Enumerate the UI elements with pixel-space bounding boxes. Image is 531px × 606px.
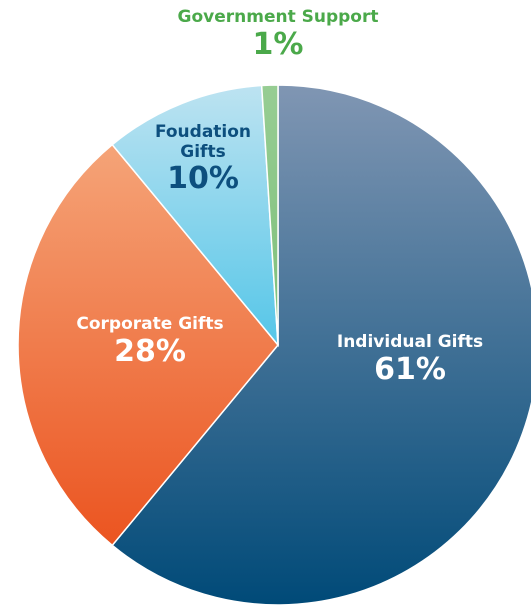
slice-label: Individual Gifts 61% (310, 332, 510, 387)
pie-slice (111, 84, 279, 348)
category-name: Government Support (177, 7, 379, 27)
slice-label: Foudation Gifts 10% (148, 122, 258, 197)
pie-slice (17, 143, 279, 547)
value-label: 28% (114, 333, 186, 369)
value-label: 10% (167, 161, 239, 197)
pie-slice (260, 84, 279, 346)
value-label: 1% (252, 26, 304, 62)
slice-label: Government Support 1% (148, 7, 408, 62)
slice-label: Corporate Gifts 28% (50, 314, 250, 369)
category-name: Foudation Gifts (154, 122, 252, 162)
category-name: Corporate Gifts (76, 314, 224, 334)
category-name: Individual Gifts (336, 332, 484, 352)
pie-slice (111, 84, 531, 606)
value-label: 61% (374, 351, 446, 387)
